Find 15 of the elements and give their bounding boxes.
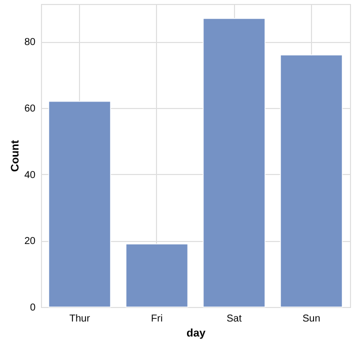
y-axis-title: Count	[9, 140, 22, 172]
y-tick-label: 20	[24, 236, 36, 248]
x-tick-label: Fri	[151, 314, 163, 324]
x-tick-label: Thur	[69, 314, 91, 324]
bar	[48, 100, 111, 308]
bar	[126, 244, 188, 308]
x-axis-title: day	[186, 328, 206, 340]
x-tick-label: Sat	[226, 314, 242, 324]
bar	[202, 18, 266, 308]
y-tick-label: 80	[24, 37, 36, 48]
bar	[280, 54, 343, 308]
y-tick-label: 40	[24, 170, 36, 181]
x-tick-label: Sun	[302, 314, 320, 324]
y-tick-label: 0	[30, 302, 36, 314]
y-tick-label: 60	[24, 103, 36, 114]
